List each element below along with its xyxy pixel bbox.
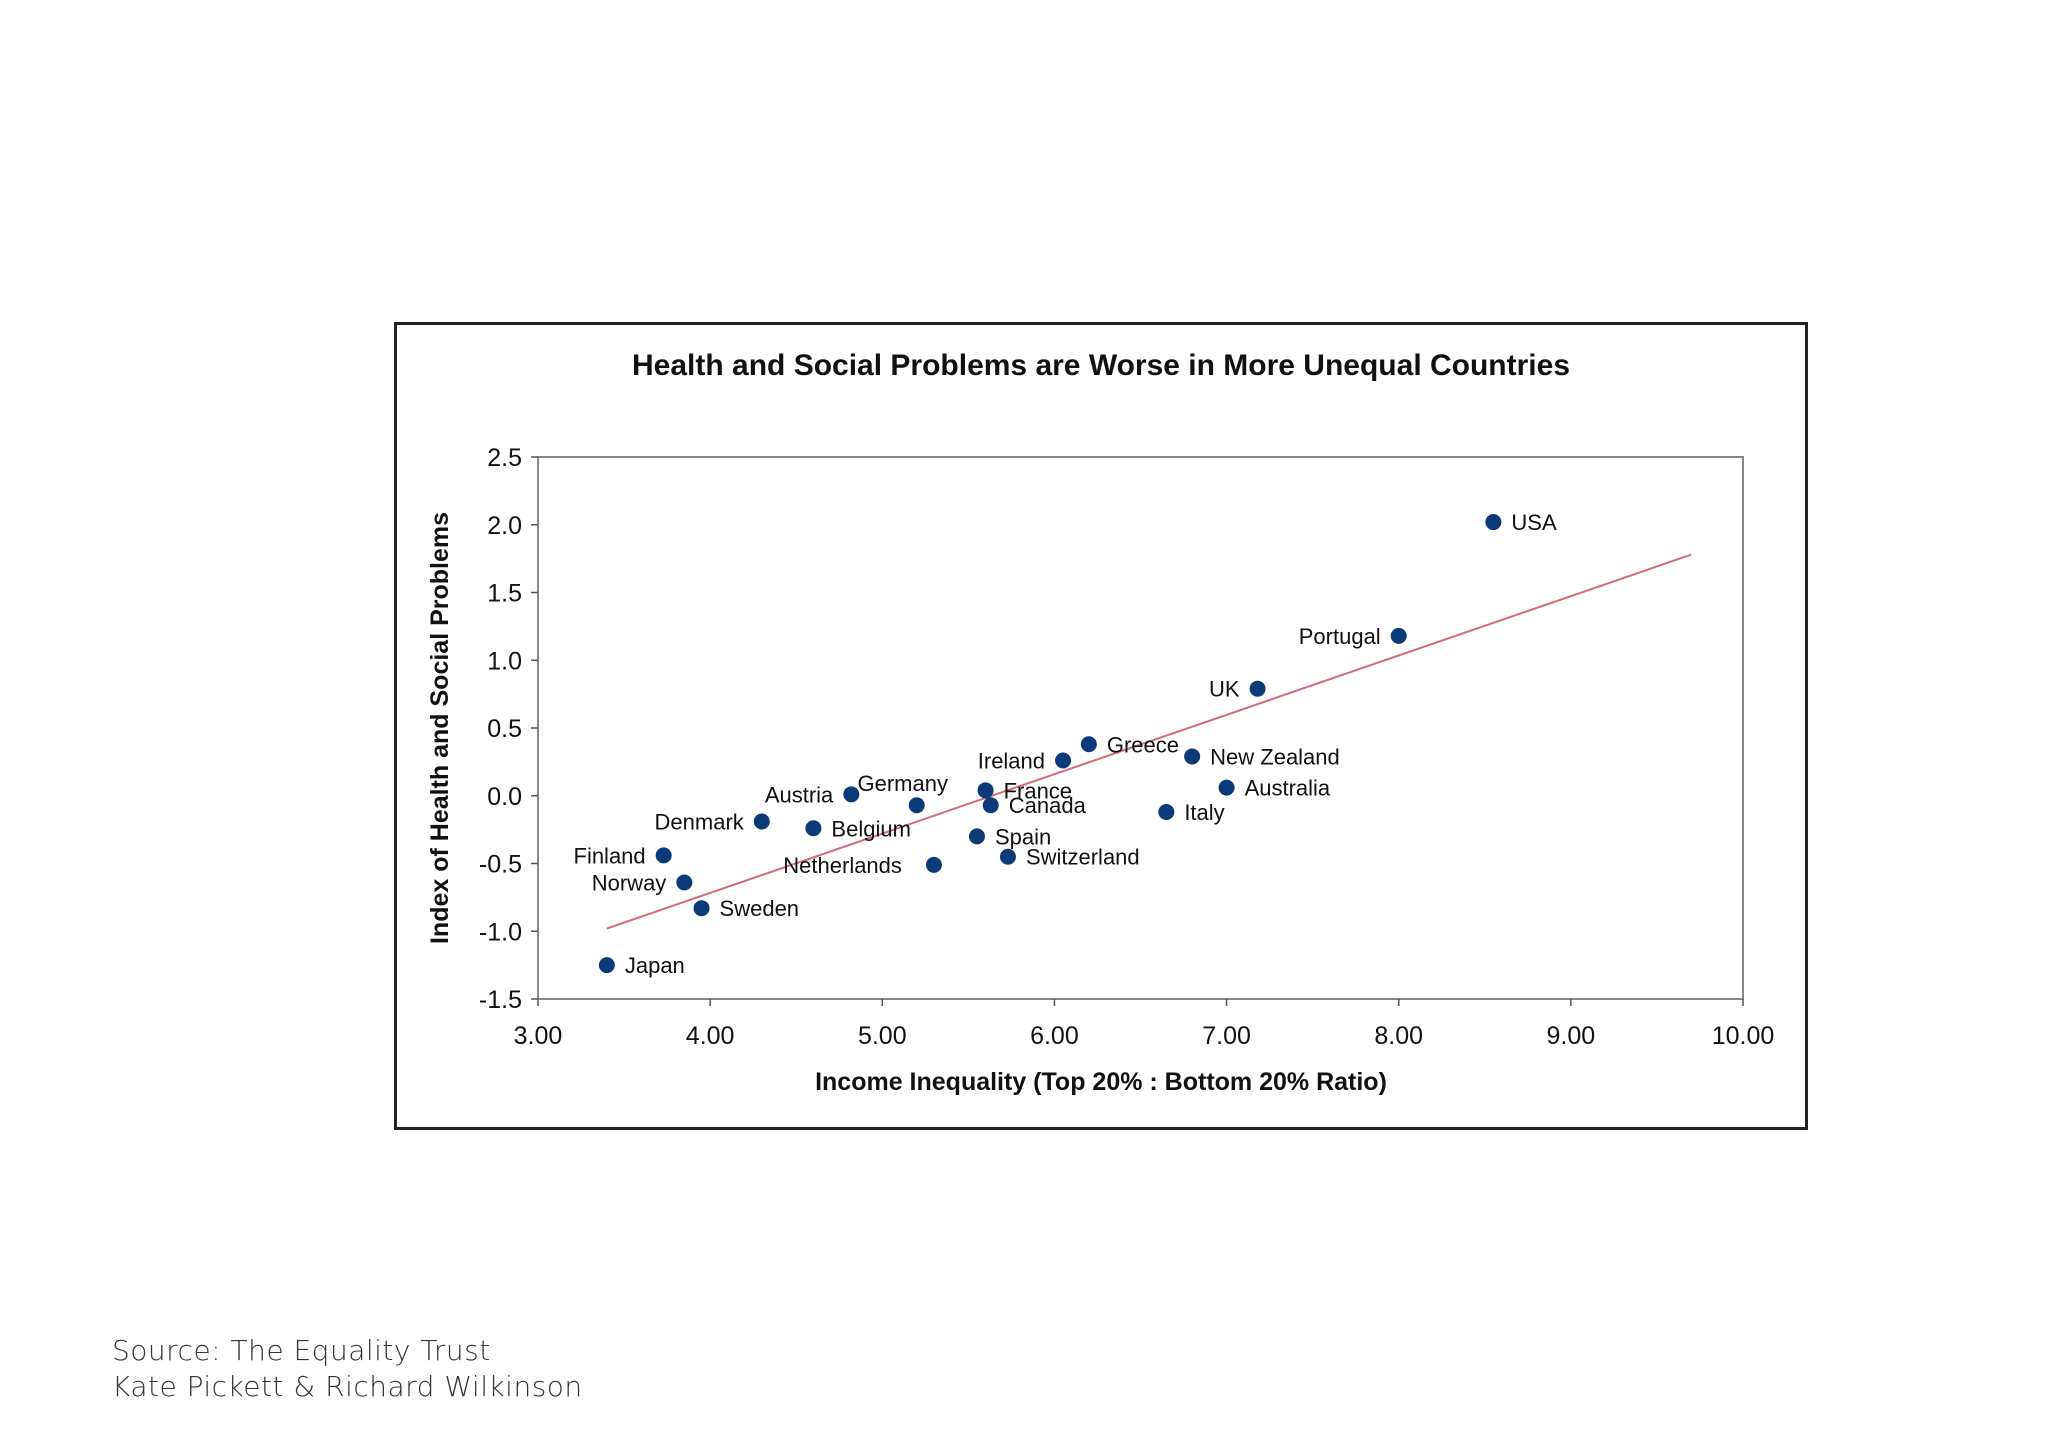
data-point-usa [1485,514,1502,531]
point-label-denmark: Denmark [655,809,745,834]
point-label-norway: Norway [592,870,667,895]
point-label-belgium: Belgium [831,816,910,841]
x-axis-ticks: 3.00 4.00 5.00 6.00 7.00 8.00 9.00 10.00 [514,999,1775,1050]
data-point-greece [1080,736,1097,753]
y-tick-label: -1.5 [479,986,522,1014]
data-point-labels: USA Portugal UK Greece New Zealand Ireland Aus… [574,510,1557,978]
data-point-austria [843,786,860,803]
y-tick-label: 0.5 [487,715,522,743]
data-point-france [977,782,994,799]
data-point-portugal [1390,627,1407,644]
y-tick-label: 1.5 [487,580,522,608]
scatter-chart: Health and Social Problems are Worse in … [426,349,1775,1096]
trend-line [606,553,1692,930]
chart-frame: Health and Social Problems are Worse in … [394,322,1808,1130]
data-point-ireland [1055,752,1072,769]
x-tick-label: 5.00 [858,1022,907,1050]
point-label-portugal: Portugal [1299,624,1381,649]
x-tick-label: 4.00 [686,1022,735,1050]
x-tick-label: 6.00 [1030,1022,1079,1050]
y-tick-label: 2.0 [487,512,522,540]
point-label-new-zealand: New Zealand [1210,744,1340,769]
x-tick-label: 10.00 [1712,1022,1775,1050]
point-label-ireland: Ireland [978,749,1045,774]
data-point-netherlands [925,856,942,873]
plot-area [537,456,1744,1000]
source-line-2: Kate Pickett & Richard Wilkinson [112,1370,583,1403]
y-tick-label: 1.0 [487,647,522,675]
point-label-greece: Greece [1107,732,1179,757]
y-tick-label: 0.0 [487,783,522,811]
x-tick-label: 9.00 [1547,1022,1596,1050]
data-point-sweden [693,900,710,917]
point-label-finland: Finland [574,843,646,868]
x-tick-label: 3.00 [514,1022,563,1050]
data-point-belgium [805,820,822,837]
data-point-australia [1218,779,1235,796]
data-points [598,514,1502,974]
point-label-austria: Austria [765,782,834,807]
y-tick-label: 2.5 [487,444,522,472]
y-tick-label: -1.0 [479,918,522,946]
point-label-netherlands: Netherlands [783,853,902,878]
point-label-germany: Germany [857,771,947,796]
point-label-spain: Spain [995,824,1051,849]
data-point-new-zealand [1184,748,1201,765]
data-point-norway [676,874,693,891]
x-tick-label: 7.00 [1202,1022,1251,1050]
data-point-spain [968,828,985,845]
point-label-france: France [1004,778,1072,803]
point-label-japan: Japan [625,953,685,978]
point-label-switzerland: Switzerland [1026,845,1140,870]
data-point-finland [655,847,672,864]
y-axis-ticks: 2.5 2.0 1.5 1.0 0.5 0.0 -0.5 -1.0 -1.5 [479,444,538,1014]
data-point-germany [908,797,925,814]
data-point-uk [1249,680,1266,697]
data-point-japan [598,957,615,974]
data-point-switzerland [999,848,1016,865]
x-tick-label: 8.00 [1374,1022,1423,1050]
data-point-italy [1158,804,1175,821]
data-point-canada [982,797,999,814]
y-tick-label: -0.5 [479,851,522,879]
y-axis-label: Index of Health and Social Problems [426,512,454,944]
point-label-italy: Italy [1184,800,1224,825]
point-label-uk: UK [1209,677,1240,702]
point-label-australia: Australia [1245,776,1331,801]
chart-title: Health and Social Problems are Worse in … [632,349,1570,382]
point-label-canada: Canada [1009,793,1087,818]
source-line-1: Source: The Equality Trust [112,1334,491,1367]
point-label-usa: USA [1511,510,1557,535]
point-label-sweden: Sweden [720,896,800,921]
data-point-denmark [753,813,770,830]
x-axis-label: Income Inequality (Top 20% : Bottom 20% … [815,1068,1387,1096]
